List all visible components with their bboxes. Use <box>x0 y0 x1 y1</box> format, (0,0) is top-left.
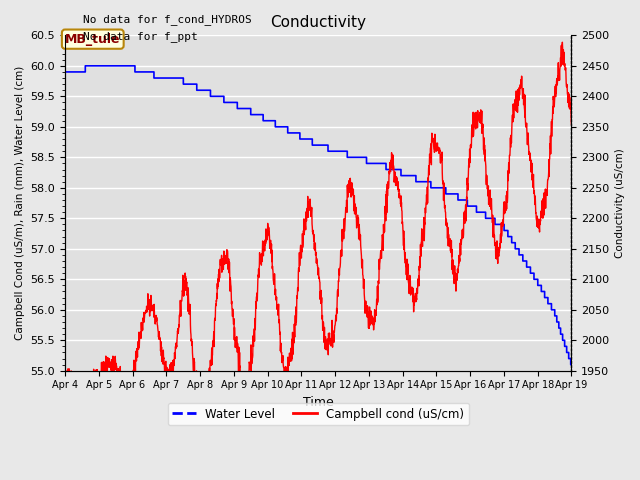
Y-axis label: Campbell Cond (uS/m), Rain (mm), Water Level (cm): Campbell Cond (uS/m), Rain (mm), Water L… <box>15 66 25 340</box>
Y-axis label: Conductivity (uS/cm): Conductivity (uS/cm) <box>615 148 625 258</box>
Title: Conductivity: Conductivity <box>270 15 366 30</box>
Text: No data for f_ppt: No data for f_ppt <box>83 31 198 42</box>
Text: No data for f_cond_HYDROS: No data for f_cond_HYDROS <box>83 14 252 25</box>
Text: MB_tule: MB_tule <box>65 33 120 46</box>
X-axis label: Time: Time <box>303 396 333 409</box>
Legend: Water Level, Campbell cond (uS/cm): Water Level, Campbell cond (uS/cm) <box>168 403 469 425</box>
